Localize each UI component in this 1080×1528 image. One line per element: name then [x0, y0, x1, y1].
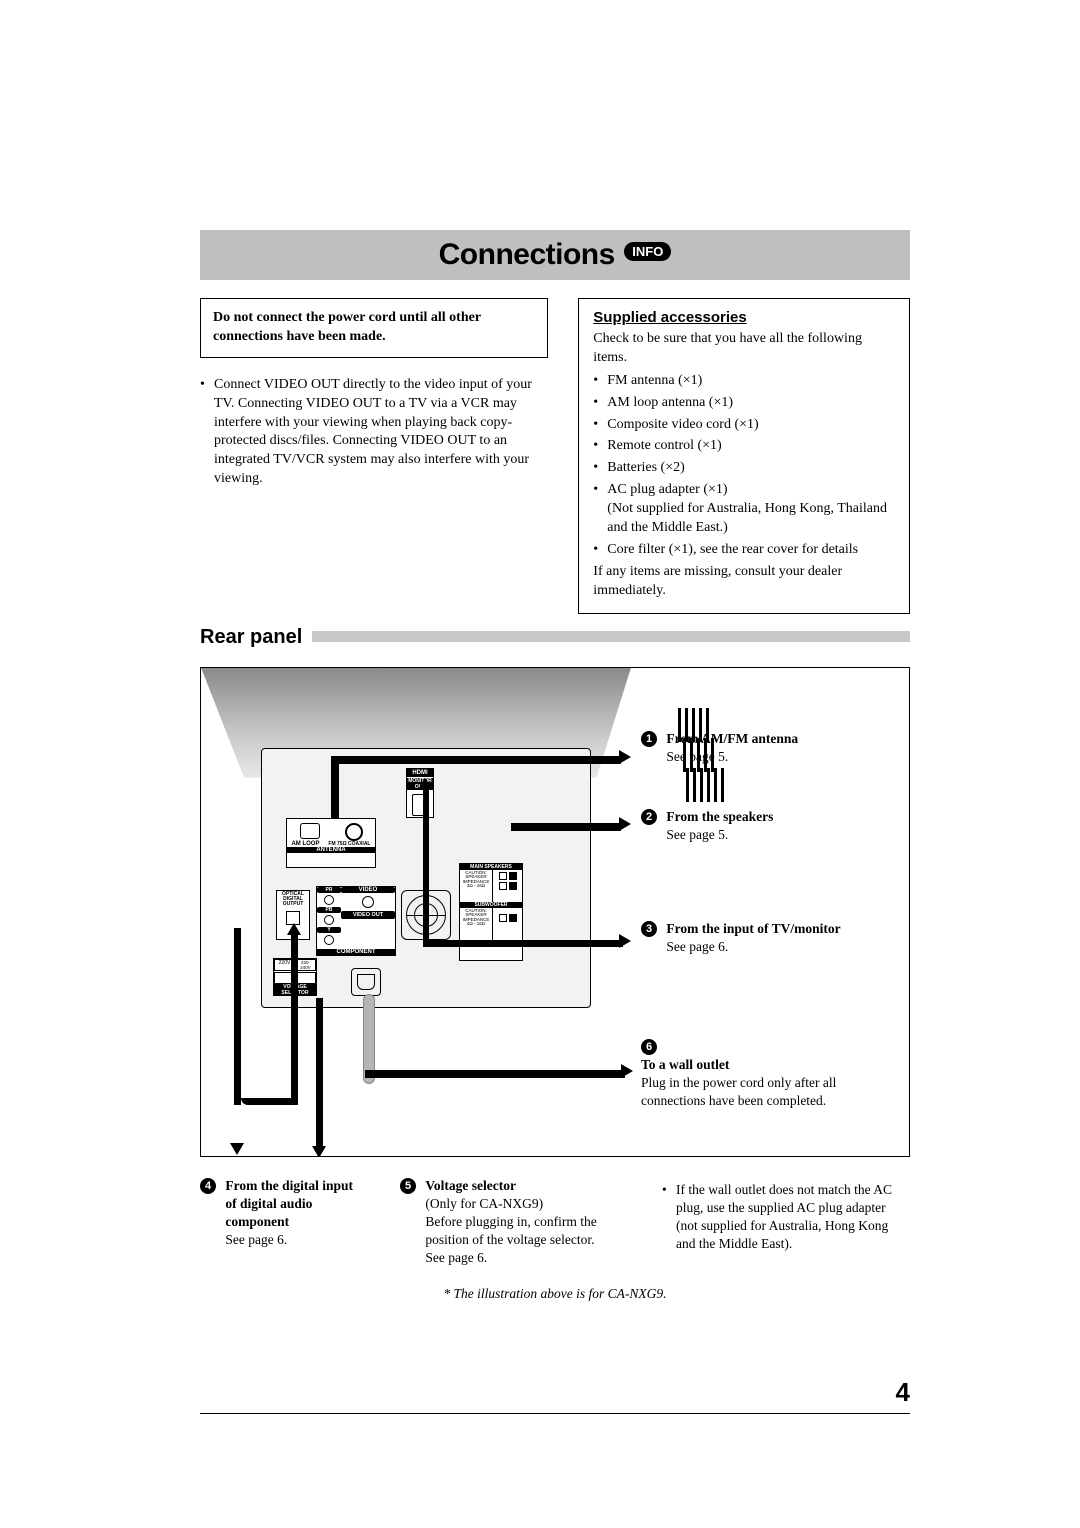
accessories-outro: If any items are missing, consult your d…	[593, 563, 895, 601]
callout-text: Before plugging in, confirm the position…	[425, 1214, 596, 1265]
accessory-item: Composite video cord (×1)	[593, 416, 895, 435]
intro-columns: Do not connect the power cord until all …	[200, 298, 910, 614]
callout-6-extra: If the wall outlet does not match the AC…	[640, 1177, 910, 1268]
intro-right-column: Supplied accessories Check to be sure th…	[578, 298, 910, 614]
vent-slots	[686, 768, 724, 802]
accessory-item-text: AC plug adapter (×1)	[607, 482, 727, 497]
callout-title: From the speakers	[666, 809, 773, 824]
antenna-label: ANTENNA	[287, 847, 375, 853]
warning-box: Do not connect the power cord until all …	[200, 298, 548, 358]
accessory-item: Remote control (×1)	[593, 437, 895, 456]
callout-3: 3 From the input of TV/monitor See page …	[641, 920, 841, 956]
accessory-item: Batteries (×2)	[593, 459, 895, 478]
hdmi-label: HDMI	[407, 769, 433, 777]
ac-inlet	[351, 968, 381, 996]
callout-number: 1	[641, 731, 657, 747]
callout-2: 2 From the speakers See page 5.	[641, 808, 773, 844]
caution-label: CAUTION: SPEAKER IMPEDANCE 4Ω - 16Ω	[460, 908, 492, 940]
am-loop-label: AM LOOP	[291, 841, 319, 847]
callout-4: 4 From the digital input of digital audi…	[200, 1177, 370, 1268]
illustration-footnote: * The illustration above is for CA-NXG9.	[200, 1286, 910, 1302]
callout-6-extra-text: If the wall outlet does not match the AC…	[662, 1181, 910, 1254]
rear-panel-diagram: HDMI MONITOR OUT AM LOOP FM 75Ω COAXIAL …	[200, 667, 910, 1157]
video-label: VIDEO	[341, 887, 395, 893]
caution-label: CAUTION: SPEAKER IMPEDANCE 3Ω - 16Ω	[460, 870, 492, 902]
info-badge: INFO	[624, 242, 671, 261]
accessories-box: Supplied accessories Check to be sure th…	[578, 298, 910, 614]
accessory-item: FM antenna (×1)	[593, 372, 895, 391]
callout-text: See page 6.	[225, 1232, 287, 1247]
title-bar: Connections INFO	[200, 230, 910, 280]
accessory-item: AC plug adapter (×1) (Not supplied for A…	[593, 481, 895, 538]
accessory-item: Core filter (×1), see the rear cover for…	[593, 541, 895, 560]
accessory-ac-note: (Not supplied for Australia, Hong Kong, …	[607, 501, 887, 535]
accessory-item: AM loop antenna (×1)	[593, 394, 895, 413]
left-note: Connect VIDEO OUT directly to the video …	[200, 376, 548, 489]
left-note-list: Connect VIDEO OUT directly to the video …	[200, 376, 548, 489]
accessories-intro: Check to be sure that you have all the f…	[593, 330, 895, 368]
callout-6: 6 To a wall outlet Plug in the power cor…	[641, 1038, 891, 1111]
callout-number: 4	[200, 1178, 216, 1194]
accessories-heading: Supplied accessories	[593, 309, 895, 326]
callout-number: 5	[400, 1178, 416, 1194]
callout-number: 2	[641, 809, 657, 825]
intro-left-column: Do not connect the power cord until all …	[200, 298, 548, 614]
callout-title: To a wall outlet	[641, 1057, 729, 1072]
page-footer-rule	[200, 1413, 910, 1414]
fm75-label: FM 75Ω COAXIAL	[328, 841, 370, 847]
page-title: Connections	[439, 238, 615, 272]
below-diagram-row: 4 From the digital input of digital audi…	[200, 1177, 910, 1268]
accessories-list: FM antenna (×1) AM loop antenna (×1) Com…	[593, 372, 895, 560]
callout-text: See page 6.	[666, 939, 728, 954]
callout-number: 6	[641, 1039, 657, 1055]
hdmi-port: HDMI MONITOR OUT	[406, 768, 434, 818]
page-number: 4	[896, 1377, 910, 1408]
component-label: COMPONENT	[317, 949, 395, 955]
callout-text: Plug in the power cord only after all co…	[641, 1075, 836, 1108]
callout-number: 3	[641, 921, 657, 937]
section-heading: Rear panel	[200, 626, 312, 649]
callout-title: From the digital input of digital audio …	[225, 1178, 353, 1229]
video-out-block: PR PB Y VIDEO VIDEO OUT COMPONENT	[316, 886, 396, 956]
fm-coax-jack	[345, 823, 363, 841]
am-loop-jack	[300, 823, 320, 839]
callout-1: 1 From AM/FM antenna See page 5.	[641, 730, 798, 766]
callout-title: From AM/FM antenna	[666, 731, 798, 746]
callout-text: See page 5.	[666, 749, 728, 764]
optical-label: OPTICAL DIGITAL OUTPUT	[277, 891, 309, 908]
callout-title: Voltage selector	[425, 1178, 516, 1193]
video-out-label: VIDEO OUT	[341, 911, 395, 919]
callout-sub: (Only for CA-NXG9)	[425, 1196, 543, 1211]
antenna-block: AM LOOP FM 75Ω COAXIAL ANTENNA	[286, 818, 376, 868]
callout-text: See page 5.	[666, 827, 728, 842]
callout-title: From the input of TV/monitor	[666, 921, 840, 936]
section-heading-wrap: Rear panel	[200, 624, 910, 649]
callout-5: 5 Voltage selector (Only for CA-NXG9) Be…	[400, 1177, 610, 1268]
